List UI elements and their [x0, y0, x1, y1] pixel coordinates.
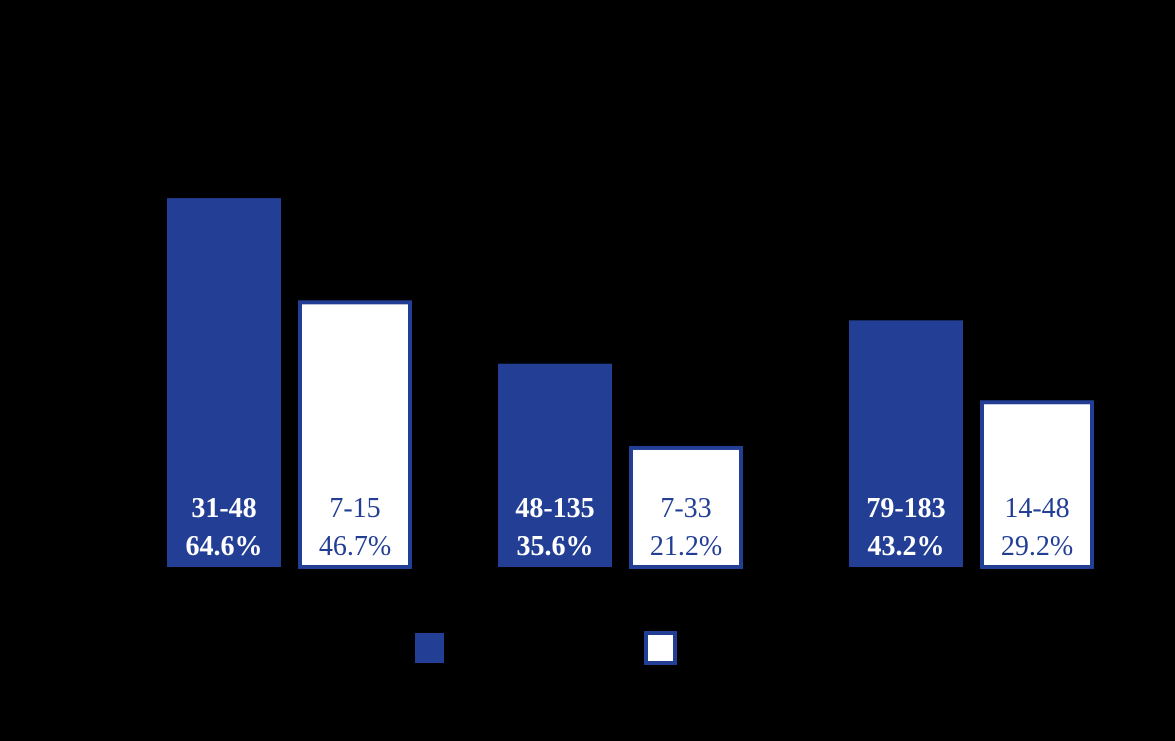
bar-s1-c2 [498, 363, 612, 567]
legend-swatch-series-1 [415, 633, 444, 663]
bar-s1-c1 [167, 198, 281, 567]
bar-range-label: 7-15 [329, 493, 380, 524]
bar-range-label: 31-48 [191, 493, 256, 524]
data-labels-layer: 31-48 64.6% 48-135 35.6% 79-183 43.2% 7-15 46.7… [186, 493, 1074, 562]
bar-percent-label: 64.6% [186, 531, 263, 562]
bar-range-label: 14-48 [1004, 493, 1069, 524]
bar-range-label: 7-33 [660, 493, 711, 524]
bar-s2-c3 [980, 400, 1094, 569]
legend-swatch-series-2 [644, 631, 677, 665]
legend [415, 631, 677, 665]
bar-percent-label: 29.2% [1001, 531, 1073, 562]
bar-percent-label: 46.7% [319, 531, 391, 562]
bar-s2-c1 [298, 300, 412, 569]
bars-layer [167, 198, 1094, 569]
bar-percent-label: 35.6% [517, 531, 594, 562]
bar-s1-c3 [849, 320, 963, 567]
bar-percent-label: 21.2% [650, 531, 722, 562]
bar-range-label: 48-135 [515, 493, 594, 524]
bar-s2-c2 [629, 445, 743, 569]
bar-range-label: 79-183 [866, 493, 945, 524]
bar-percent-label: 43.2% [868, 531, 945, 562]
